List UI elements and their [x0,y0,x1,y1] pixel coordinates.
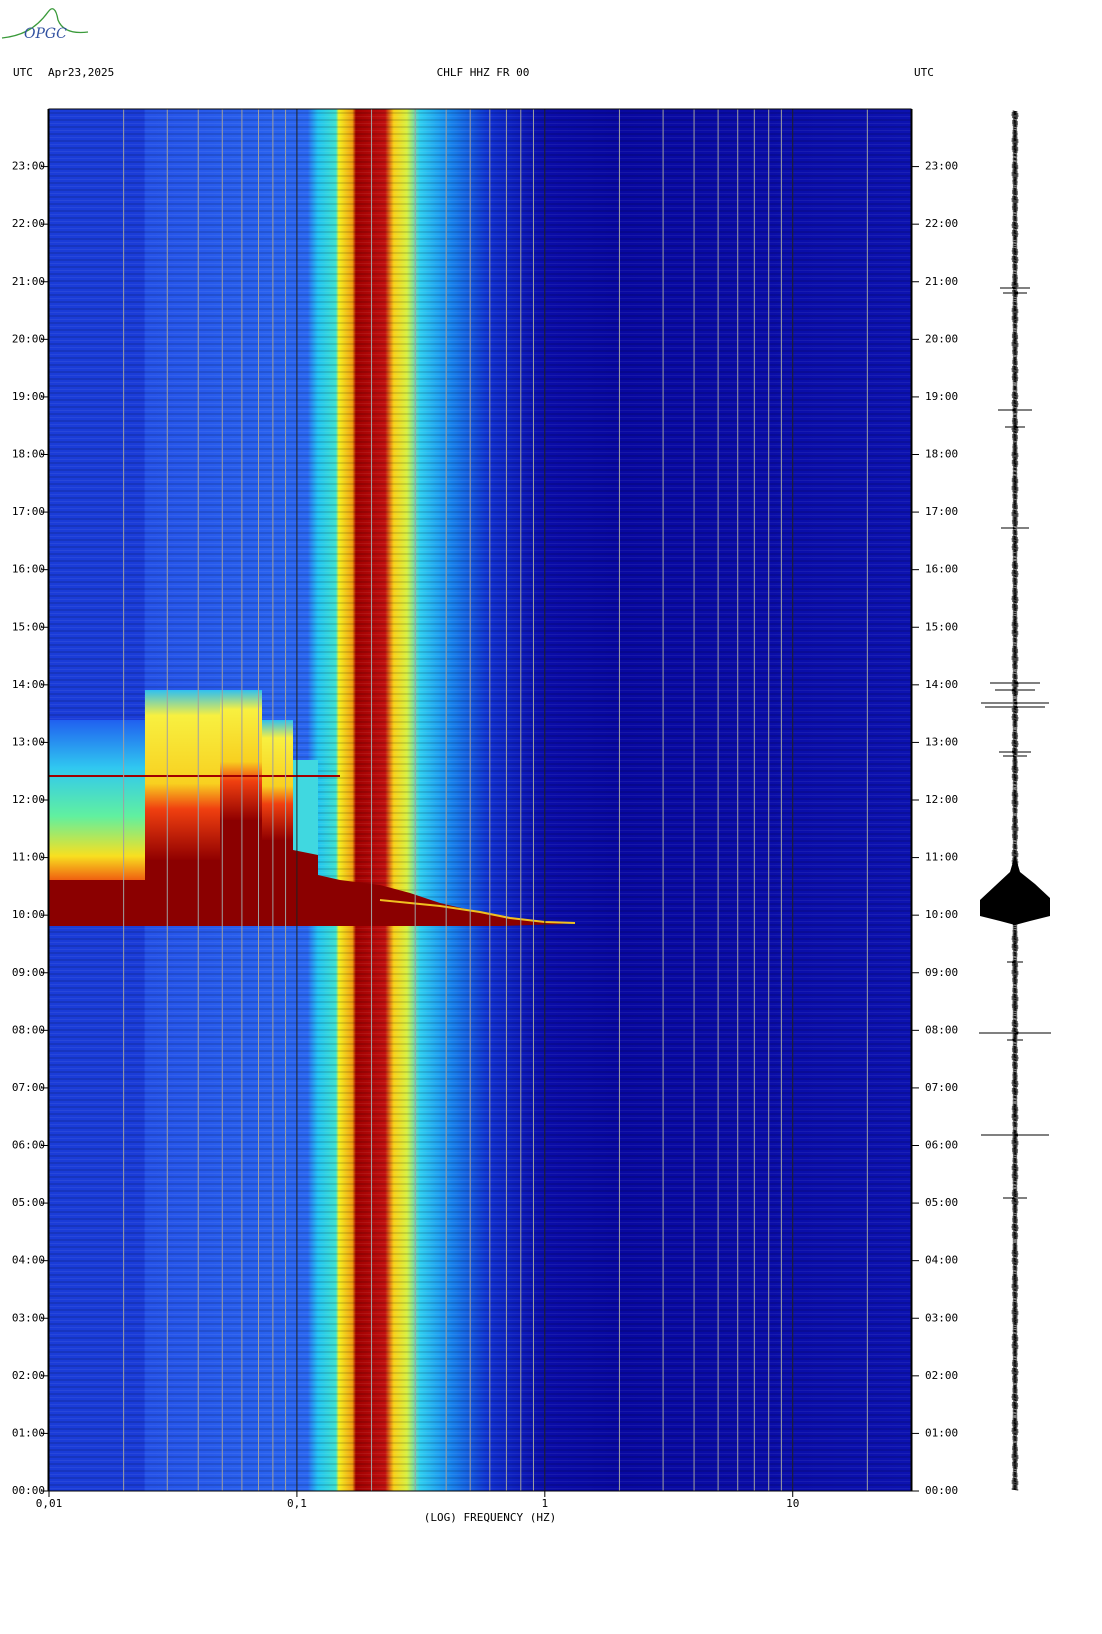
y-tick-label: 00:00 [12,1484,45,1497]
y-tick-label: 04:00 [12,1254,45,1267]
y-tick-label: 11:00 [12,851,45,864]
y-tick-label: 18:00 [925,448,958,461]
y-tick-label: 21:00 [925,275,958,288]
y-tick-label: 01:00 [925,1426,958,1439]
chart-title: CHLF HHZ FR 00 [437,66,530,79]
y-tick-label: 08:00 [925,1023,958,1036]
y-tick-label: 15:00 [925,620,958,633]
y-tick-label: 14:00 [925,678,958,691]
y-tick-label: 22:00 [12,217,45,230]
y-tick-label: 16:00 [925,563,958,576]
y-tick-label: 23:00 [12,160,45,173]
y-tick-label: 19:00 [925,390,958,403]
y-tick-label: 07:00 [925,1081,958,1094]
x-axis-label: (LOG) FREQUENCY (HZ) [424,1511,556,1524]
header-zone: UTC [914,66,934,79]
y-tick-label: 17:00 [925,505,958,518]
x-tick-label: 1 [541,1497,548,1510]
header-date: Apr23,2025 [48,66,114,79]
y-tick-label: 21:00 [12,275,45,288]
x-tick-label: 0,01 [36,1497,63,1510]
y-tick-label: 05:00 [12,1196,45,1209]
y-tick-label: 06:00 [12,1139,45,1152]
y-tick-label: 20:00 [925,332,958,345]
y-tick-label: 02:00 [925,1369,958,1382]
x-tick-label: 10 [786,1497,799,1510]
plot-frame [48,108,912,1492]
spectrogram [49,109,911,1491]
y-tick-label: 03:00 [925,1311,958,1324]
y-tick-label: 22:00 [925,217,958,230]
logo: OPGC [1,8,89,42]
x-tick-label: 0,1 [287,1497,307,1510]
y-tick-label: 15:00 [12,620,45,633]
y-tick-label: 05:00 [925,1196,958,1209]
seismogram [979,110,1051,1491]
y-tick-label: 02:00 [12,1369,45,1382]
y-tick-label: 10:00 [12,908,45,921]
y-tick-label: 08:00 [12,1023,45,1036]
y-tick-label: 07:00 [12,1081,45,1094]
y-tick-label: 19:00 [12,390,45,403]
y-tick-label: 23:00 [925,160,958,173]
header-zone: UTC [13,66,33,79]
y-tick-label: 03:00 [12,1311,45,1324]
y-tick-label: 11:00 [925,851,958,864]
y-tick-label: 13:00 [925,735,958,748]
y-tick-label: 06:00 [925,1139,958,1152]
y-tick-label: 14:00 [12,678,45,691]
y-tick-label: 17:00 [12,505,45,518]
y-tick-label: 12:00 [925,793,958,806]
y-tick-label: 10:00 [925,908,958,921]
y-tick-label: 09:00 [12,966,45,979]
y-tick-label: 09:00 [925,966,958,979]
y-tick-label: 00:00 [925,1484,958,1497]
y-tick-label: 12:00 [12,793,45,806]
y-tick-label: 04:00 [925,1254,958,1267]
logo-text: OPGC [24,26,67,42]
y-tick-label: 20:00 [12,332,45,345]
y-tick-label: 16:00 [12,563,45,576]
trace [1011,110,1019,1491]
y-tick-label: 01:00 [12,1426,45,1439]
y-tick-label: 13:00 [12,735,45,748]
y-tick-label: 18:00 [12,448,45,461]
